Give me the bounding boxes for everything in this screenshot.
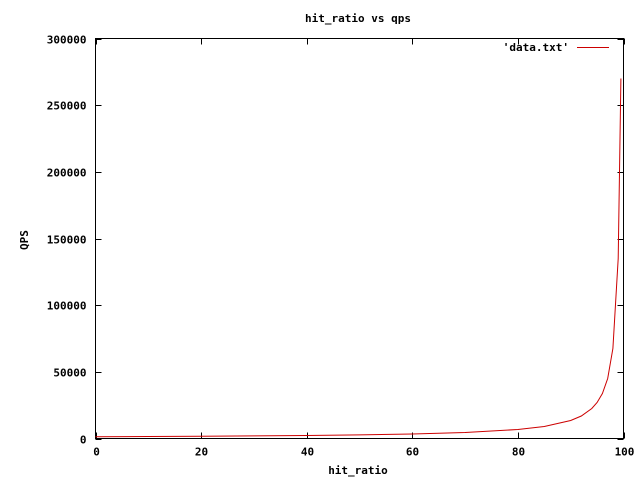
y-axis-label: QPS <box>18 230 31 250</box>
x-tick-label: 100 <box>615 446 635 459</box>
x-tick-label: 80 <box>512 446 525 459</box>
chart-title: hit_ratio vs qps <box>305 12 411 25</box>
series-line <box>95 78 622 438</box>
y-tick-label: 150000 <box>47 234 87 247</box>
x-tick-label: 20 <box>195 446 208 459</box>
y-tick-label: 0 <box>80 434 87 447</box>
x-tick-label: 40 <box>301 446 314 459</box>
plot-border <box>95 38 624 439</box>
legend-label: 'data.txt' <box>503 41 569 54</box>
y-tick-label: 250000 <box>47 100 87 113</box>
x-axis-label: hit_ratio <box>328 464 388 477</box>
x-tick-label: 0 <box>93 446 100 459</box>
y-tick-label: 200000 <box>47 167 87 180</box>
y-tick-label: 50000 <box>53 367 86 380</box>
y-tick-label: 100000 <box>47 300 87 313</box>
x-tick-label: 60 <box>406 446 419 459</box>
y-tick-label: 300000 <box>47 34 87 47</box>
